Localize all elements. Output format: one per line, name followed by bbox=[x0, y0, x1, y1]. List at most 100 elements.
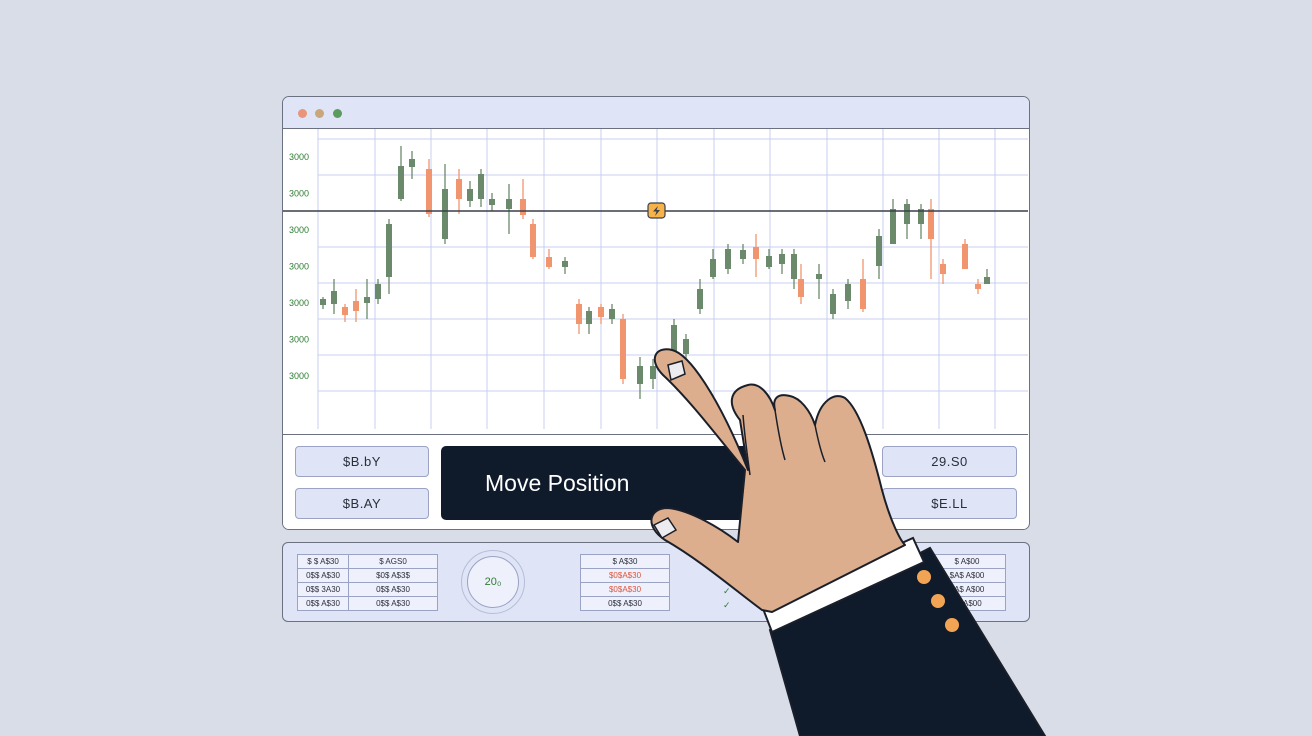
candle-body bbox=[456, 179, 462, 199]
candle-body bbox=[562, 261, 568, 267]
table-cell: 0$$ A$30 bbox=[348, 596, 438, 611]
candle-body bbox=[489, 199, 495, 205]
y-axis-label: 3000 bbox=[289, 225, 309, 235]
candle-body bbox=[650, 366, 656, 379]
candle-body bbox=[830, 294, 836, 314]
candle-body bbox=[904, 204, 910, 224]
table-row[interactable]: $ A$00 bbox=[928, 554, 1006, 569]
candle-body bbox=[426, 169, 432, 214]
candle-body bbox=[740, 250, 746, 259]
candle-body bbox=[546, 257, 552, 267]
candle-body bbox=[683, 339, 689, 354]
table-row[interactable]: 0$$ A$30 $0$ A$3$ bbox=[297, 568, 438, 583]
candle-body bbox=[890, 209, 896, 244]
table-cell: 0$$ A$30 bbox=[348, 582, 438, 597]
title-bar bbox=[283, 97, 1029, 129]
candle-body bbox=[779, 254, 785, 264]
table-cell: $ A$30 bbox=[580, 554, 670, 569]
candle-body bbox=[342, 307, 348, 315]
candle-body bbox=[928, 209, 934, 239]
lightning-icon[interactable] bbox=[653, 206, 660, 216]
table-row[interactable]: 0$$ A$30 bbox=[580, 596, 670, 611]
candle-body bbox=[320, 299, 326, 305]
y-axis-label: 3000 bbox=[289, 152, 309, 162]
gauge-value: 20₀ bbox=[484, 576, 502, 588]
table-row[interactable]: 0$$ 3A30 0$$ A$30 bbox=[297, 582, 438, 597]
table-row[interactable]: $0$A$30 bbox=[580, 582, 670, 597]
table-cell: $ $ A$30 bbox=[297, 554, 349, 569]
candle-body bbox=[975, 284, 981, 289]
buy-ask-button[interactable]: $B.AY bbox=[295, 488, 429, 519]
candle-body bbox=[331, 291, 337, 304]
table-row[interactable]: $ $ A$30 $ AGS0 bbox=[297, 554, 438, 569]
table-row[interactable]: $A$ A$00 bbox=[928, 582, 1006, 597]
table-cell: $ A$00 bbox=[928, 554, 1006, 569]
candle-body bbox=[442, 189, 448, 239]
table-cell: 0$$ A$30 bbox=[580, 596, 670, 611]
price-field[interactable]: 29.S0 bbox=[882, 446, 1017, 477]
y-axis-label: 3000 bbox=[289, 335, 309, 345]
candle-body bbox=[671, 325, 677, 367]
y-axis-label: 3000 bbox=[289, 262, 309, 272]
candle-body bbox=[637, 366, 643, 384]
candlestick-chart[interactable]: 3000 3000 3000 3000 3000 3000 3000 bbox=[283, 129, 1028, 434]
table-cell: 0$$ 3A30 bbox=[297, 582, 349, 597]
candle-body bbox=[478, 174, 484, 199]
table-cell: $ AGS0 bbox=[348, 554, 438, 569]
candle-body bbox=[506, 199, 512, 209]
candle-body bbox=[530, 224, 536, 257]
sell-button[interactable]: $E.LL bbox=[882, 488, 1017, 519]
left-orders-table: $ $ A$30 $ AGS0 0$$ A$30 $0$ A$3$ 0$$ 3A… bbox=[297, 554, 438, 611]
position-gauge: 20₀ bbox=[461, 550, 525, 614]
candle-body bbox=[576, 304, 582, 324]
candle-body bbox=[798, 279, 804, 297]
trade-panel: $B.bY $B.AY Move Position 29.S0 $E.LL bbox=[283, 434, 1028, 529]
status-check-icon: ✓ bbox=[723, 586, 731, 596]
maximize-window-button[interactable] bbox=[333, 109, 342, 118]
table-row[interactable]: $ A$30 bbox=[580, 554, 670, 569]
candle-body bbox=[353, 301, 359, 311]
candle-body bbox=[845, 284, 851, 301]
minimize-window-button[interactable] bbox=[315, 109, 324, 118]
candle-body bbox=[962, 244, 968, 269]
candle-body bbox=[520, 199, 526, 215]
candle-body bbox=[386, 224, 392, 277]
table-row[interactable]: $$ A$00 bbox=[928, 596, 1006, 611]
table-cell: 0$$ A$30 bbox=[297, 568, 349, 583]
buy-button[interactable]: $B.bY bbox=[295, 446, 429, 477]
table-cell: 0$$ A$30 bbox=[297, 596, 349, 611]
right-orders-table: $ A$00 $A$ A$00 $A$ A$00 $$ A$00 bbox=[928, 554, 1006, 611]
candle-body bbox=[609, 309, 615, 319]
table-cell: $0$A$30 bbox=[580, 568, 670, 583]
table-cell: $A$ A$00 bbox=[928, 582, 1006, 597]
table-row[interactable]: $A$ A$00 bbox=[928, 568, 1006, 583]
candle-body bbox=[918, 209, 924, 224]
y-axis-label: 3000 bbox=[289, 298, 309, 308]
candle-body bbox=[375, 284, 381, 299]
candle-body bbox=[725, 249, 731, 269]
candle-body bbox=[753, 247, 759, 259]
candle-body bbox=[586, 311, 592, 324]
candle-body bbox=[364, 297, 370, 303]
candle-body bbox=[697, 289, 703, 309]
candle-body bbox=[710, 259, 716, 277]
candle-body bbox=[467, 189, 473, 201]
y-axis-label: 3000 bbox=[289, 371, 309, 381]
candle-body bbox=[766, 256, 772, 267]
candle-body bbox=[984, 277, 990, 284]
move-position-button[interactable]: Move Position bbox=[441, 446, 871, 520]
move-position-label: Move Position bbox=[485, 469, 630, 496]
close-window-button[interactable] bbox=[298, 109, 307, 118]
table-row[interactable]: 0$$ A$30 0$$ A$30 bbox=[297, 596, 438, 611]
table-cell: $0$ A$3$ bbox=[348, 568, 438, 583]
chart-canvas[interactable]: 3000 3000 3000 3000 3000 3000 3000 bbox=[283, 129, 1028, 434]
candle-body bbox=[409, 159, 415, 167]
status-check-icon: ✓ bbox=[723, 600, 731, 610]
candle-body bbox=[598, 307, 604, 317]
candle-body bbox=[860, 279, 866, 309]
table-row[interactable]: $0$A$30 bbox=[580, 568, 670, 583]
candle-body bbox=[620, 319, 626, 379]
candle-body bbox=[816, 274, 822, 279]
table-cell: $$ A$00 bbox=[928, 596, 1006, 611]
candle-body bbox=[940, 264, 946, 274]
